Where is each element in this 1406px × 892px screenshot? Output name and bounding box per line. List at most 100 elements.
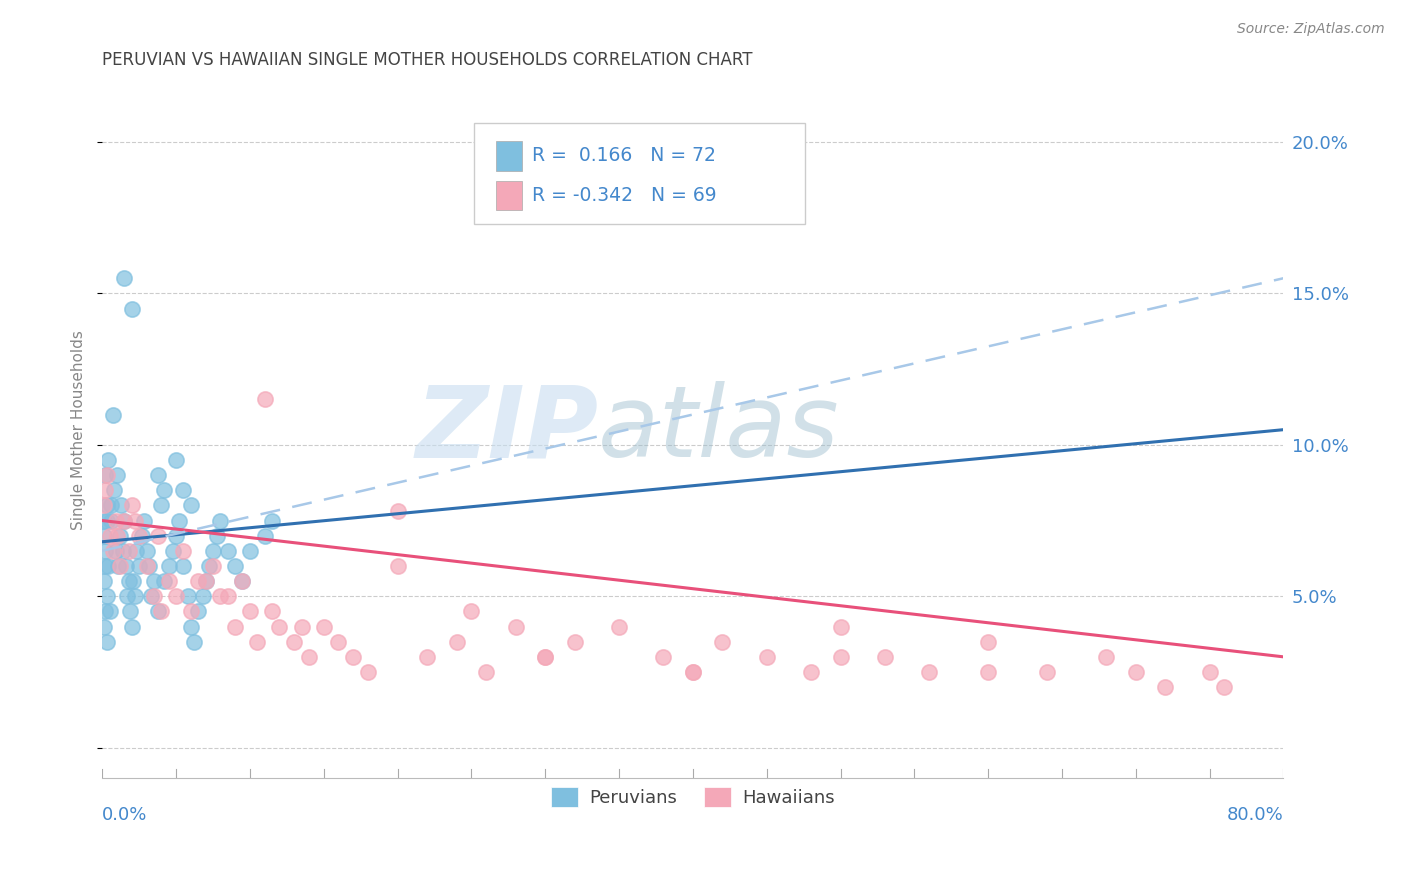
Text: 80.0%: 80.0% (1227, 805, 1284, 824)
Point (101, 408, 124, 422)
Bar (495, 141, 522, 170)
Point (105, 529, 128, 543)
Point (96, 634, 118, 648)
Point (209, 589, 232, 603)
Point (96, 514, 118, 528)
Point (446, 634, 468, 648)
Point (148, 468, 170, 483)
Point (93, 499, 115, 513)
Legend: Peruvians, Hawaiians: Peruvians, Hawaiians (544, 780, 842, 814)
Point (652, 649, 675, 664)
Point (167, 514, 190, 528)
Point (416, 649, 439, 664)
Point (94, 483, 117, 498)
Point (94, 604, 117, 618)
Point (108, 559, 131, 574)
Point (1125, 665, 1147, 679)
Point (104, 514, 127, 528)
Point (191, 589, 214, 603)
Point (135, 559, 157, 574)
Point (201, 559, 224, 574)
Point (682, 665, 704, 679)
Point (115, 559, 138, 574)
Point (148, 604, 170, 618)
Point (118, 574, 141, 588)
Point (194, 574, 217, 588)
Text: PERUVIAN VS HAWAIIAN SINGLE MOTHER HOUSEHOLDS CORRELATION CHART: PERUVIAN VS HAWAIIAN SINGLE MOTHER HOUSE… (103, 51, 752, 69)
Point (131, 529, 153, 543)
Point (150, 604, 173, 618)
Point (125, 544, 148, 558)
Point (112, 271, 135, 285)
Point (180, 619, 202, 633)
Point (112, 514, 135, 528)
Point (93, 574, 115, 588)
Point (138, 559, 160, 574)
Point (231, 574, 253, 588)
Point (165, 453, 187, 467)
Point (253, 529, 276, 543)
Point (110, 499, 132, 513)
Point (357, 665, 380, 679)
Point (711, 634, 734, 648)
Point (172, 544, 194, 558)
Point (157, 574, 180, 588)
Point (475, 665, 498, 679)
Point (142, 589, 165, 603)
Point (172, 559, 194, 574)
Point (108, 529, 131, 543)
Point (505, 619, 527, 633)
Point (1036, 665, 1059, 679)
Point (800, 665, 823, 679)
Point (918, 665, 941, 679)
Point (534, 649, 557, 664)
Point (142, 574, 165, 588)
Point (328, 634, 350, 648)
Text: ZIP: ZIP (415, 381, 599, 478)
Point (165, 529, 187, 543)
Point (239, 544, 262, 558)
Point (187, 604, 209, 618)
Point (162, 544, 184, 558)
Point (124, 514, 146, 528)
Point (121, 619, 143, 633)
Point (101, 544, 124, 558)
Point (120, 604, 142, 618)
Point (112, 514, 135, 528)
Point (224, 559, 246, 574)
Point (177, 589, 200, 603)
Point (260, 604, 283, 618)
Point (157, 559, 180, 574)
Point (977, 665, 1000, 679)
Point (253, 392, 276, 407)
Text: 0.0%: 0.0% (103, 805, 148, 824)
FancyBboxPatch shape (474, 123, 806, 224)
Point (153, 483, 176, 498)
Point (94, 544, 117, 558)
Point (93, 514, 115, 528)
Point (607, 619, 630, 633)
Text: R =  0.166   N = 72: R = 0.166 N = 72 (533, 146, 716, 165)
Point (194, 574, 217, 588)
Point (180, 604, 202, 618)
Point (387, 559, 409, 574)
Point (217, 544, 239, 558)
Point (239, 604, 262, 618)
Point (830, 649, 852, 664)
Point (260, 514, 283, 528)
Point (342, 649, 364, 664)
Point (460, 604, 482, 618)
Point (121, 301, 143, 316)
Point (121, 499, 143, 513)
Point (122, 574, 145, 588)
Point (564, 634, 586, 648)
Point (111, 544, 134, 558)
Point (283, 634, 305, 648)
Point (128, 529, 150, 543)
Point (183, 634, 205, 648)
Point (94, 468, 117, 483)
Point (197, 559, 219, 574)
Point (312, 619, 335, 633)
Point (148, 529, 170, 543)
Point (135, 544, 157, 558)
